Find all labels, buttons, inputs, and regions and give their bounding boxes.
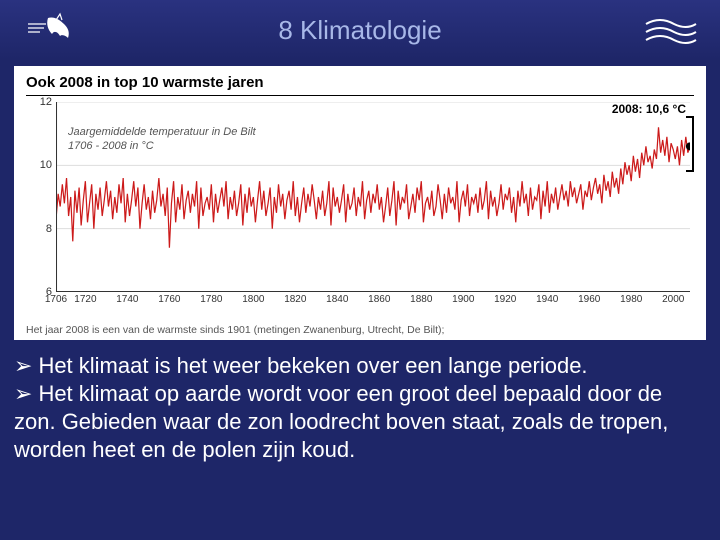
x-tick-label: 1880: [410, 294, 432, 305]
x-tick-label: 1780: [200, 294, 222, 305]
x-tick-label: 1840: [326, 294, 348, 305]
y-tick-label: 10: [40, 159, 52, 171]
bullet-text: Het klimaat op aarde wordt voor een groo…: [14, 381, 668, 462]
temperature-chart-panel: Ook 2008 in top 10 warmste jaren 2008: 1…: [14, 66, 706, 340]
horse-logo-icon: [20, 10, 80, 50]
x-tick-label: 1920: [494, 294, 516, 305]
header-bar: 8 Klimatologie: [0, 0, 720, 60]
bullet-text: Het klimaat is het weer bekeken over een…: [38, 353, 587, 378]
line-plot: [56, 102, 690, 292]
x-tick-label: 1960: [578, 294, 600, 305]
waves-logo-icon: [640, 10, 700, 50]
x-tick-label: 1860: [368, 294, 390, 305]
y-axis: 681012: [26, 102, 56, 292]
x-tick-label: 1900: [452, 294, 474, 305]
x-tick-label: 1720: [74, 294, 96, 305]
page-title: 8 Klimatologie: [278, 15, 441, 46]
bullet-item: ➢Het klimaat is het weer bekeken over ee…: [14, 352, 706, 380]
chart-plot-area: 2008: 10,6 °C Jaargemiddelde temperatuur…: [26, 102, 694, 322]
content-text: ➢Het klimaat is het weer bekeken over ee…: [0, 346, 720, 471]
bullet-symbol-icon: ➢: [14, 353, 32, 378]
bullet-symbol-icon: ➢: [14, 381, 32, 406]
y-tick-label: 12: [40, 96, 52, 108]
y-tick-label: 8: [46, 223, 52, 235]
bullet-item: ➢Het klimaat op aarde wordt voor een gro…: [14, 380, 706, 464]
x-tick-label: 1800: [242, 294, 264, 305]
x-tick-label: 1760: [158, 294, 180, 305]
x-tick-label: 1940: [536, 294, 558, 305]
x-tick-label: 2000: [662, 294, 684, 305]
chart-caption: Het jaar 2008 is een van de warmste sind…: [26, 324, 694, 336]
chart-title: Ook 2008 in top 10 warmste jaren: [26, 74, 694, 96]
x-tick-label: 1820: [284, 294, 306, 305]
x-axis: 1706172017401760178018001820184018601880…: [56, 294, 690, 310]
callout-bracket-icon: [686, 116, 694, 172]
x-tick-label: 1980: [620, 294, 642, 305]
x-tick-label: 1740: [116, 294, 138, 305]
x-tick-label: 1706: [45, 294, 67, 305]
